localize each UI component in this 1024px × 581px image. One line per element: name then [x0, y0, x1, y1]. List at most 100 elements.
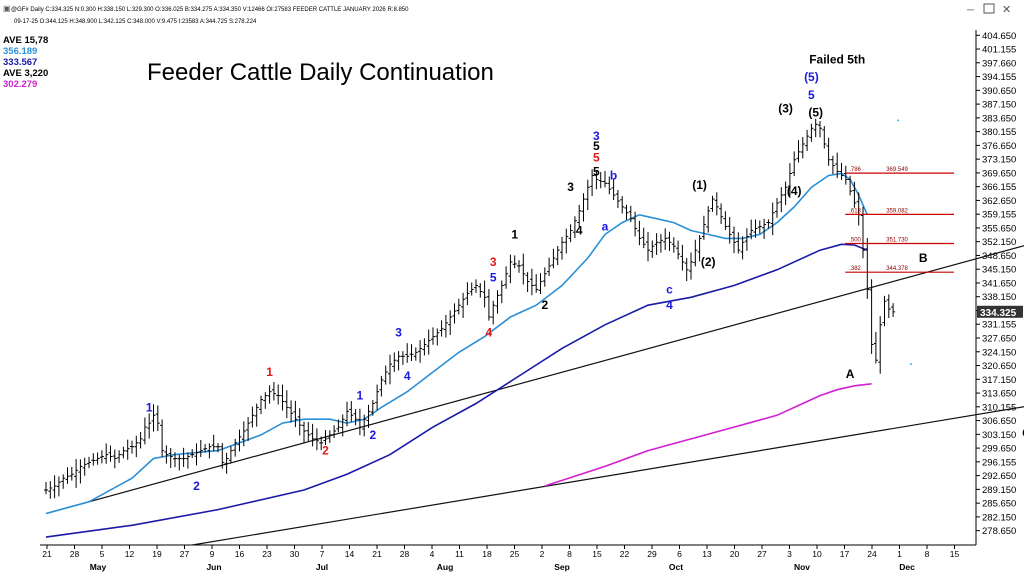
price-bar — [826, 137, 831, 166]
x-tick-label: 8 — [925, 549, 930, 559]
legend-item: 302.279 — [3, 79, 37, 90]
y-tick-label: 366.155 — [982, 182, 1016, 193]
wave-label: C — [1022, 426, 1024, 440]
moving-average-line — [45, 243, 868, 538]
wave-label: 5 — [593, 139, 600, 153]
x-tick-label: 22 — [620, 549, 630, 559]
price-bar — [469, 282, 474, 296]
price-bar — [495, 290, 500, 314]
y-tick-label: 397.660 — [982, 58, 1016, 69]
marker-dot — [910, 363, 912, 366]
price-bar — [220, 443, 225, 469]
price-bar — [882, 295, 887, 327]
x-tick-label: 28 — [400, 549, 410, 559]
maximize-icon[interactable] — [983, 3, 995, 14]
y-tick-label: 362.650 — [982, 196, 1016, 207]
month-label: Jun — [206, 562, 221, 572]
window-menu-icon[interactable]: ▣ — [3, 4, 11, 13]
price-bar — [224, 452, 229, 474]
price-bar — [121, 446, 126, 459]
chart-title: Feeder Cattle Daily Continuation — [147, 59, 494, 86]
wave-label: 4 — [666, 298, 673, 312]
price-bar — [138, 431, 143, 449]
wave-label: c — [666, 282, 673, 296]
price-bar — [250, 406, 255, 428]
price-bar — [701, 215, 706, 240]
price-bar — [448, 310, 453, 335]
price-bar — [314, 428, 319, 451]
price-bar — [581, 193, 586, 222]
x-tick-label: 5 — [100, 549, 105, 559]
chart-frame — [40, 30, 977, 546]
trendline — [45, 245, 1024, 515]
x-tick-label: 20 — [730, 549, 740, 559]
x-tick-label: 25 — [510, 549, 520, 559]
price-bar — [78, 459, 83, 484]
x-tick-label: 21 — [372, 549, 382, 559]
price-bar — [766, 219, 771, 229]
price-bar — [465, 282, 470, 306]
fib-price-label: 359.082 — [886, 208, 908, 214]
price-bar — [641, 227, 646, 249]
close-icon[interactable]: ✕ — [1002, 4, 1011, 16]
price-bar — [547, 257, 552, 277]
price-bar — [323, 430, 328, 445]
y-tick-label: 306.650 — [982, 416, 1016, 427]
price-bar — [800, 137, 805, 159]
price-bar — [568, 224, 573, 243]
price-bar — [409, 344, 414, 362]
wave-label: 2 — [193, 479, 200, 493]
wave-label: 1 — [357, 389, 364, 403]
price-bar — [474, 279, 478, 293]
price-bar — [770, 202, 775, 236]
wave-label: 4 — [576, 223, 583, 237]
legend-item: AVE 15,78 — [3, 35, 48, 46]
price-bar — [443, 314, 448, 338]
price-bar — [684, 257, 689, 282]
y-tick-label: 282.150 — [982, 512, 1016, 523]
price-bar — [383, 365, 388, 385]
price-bar — [74, 459, 79, 488]
wave-label: 5 — [593, 164, 600, 178]
price-bar — [207, 443, 212, 459]
price-bar — [792, 151, 797, 177]
price-bar — [710, 195, 715, 212]
price-bar — [370, 400, 375, 416]
price-bar — [263, 392, 268, 409]
price-bar — [284, 390, 289, 419]
wave-label: 3 — [490, 255, 497, 269]
price-bar — [517, 260, 521, 273]
wave-label: 4 — [486, 326, 493, 340]
wave-label: a — [602, 219, 609, 233]
price-bar — [164, 445, 169, 464]
price-bar — [452, 303, 457, 324]
price-bar — [697, 235, 702, 262]
price-bar — [349, 401, 354, 422]
x-tick-label: 8 — [567, 549, 572, 559]
wave-label: 4 — [404, 369, 411, 383]
price-bar — [267, 385, 272, 404]
price-bar — [891, 303, 896, 317]
x-tick-label: 2 — [540, 549, 545, 559]
minimize-icon[interactable]: ─ — [966, 5, 975, 16]
x-tick-label: 14 — [345, 549, 355, 559]
price-bar — [667, 231, 672, 251]
price-bar — [740, 236, 745, 260]
month-label: Jul — [316, 562, 328, 572]
last-price-label: 334.325 — [980, 308, 1017, 319]
wave-label: Failed 5th — [809, 52, 865, 66]
y-tick-label: 390.650 — [982, 86, 1016, 97]
price-bar — [787, 163, 792, 196]
price-bar — [87, 456, 91, 469]
price-bar — [405, 343, 410, 363]
price-bar — [736, 232, 741, 254]
price-bar — [228, 446, 233, 464]
wave-label: (5) — [804, 70, 819, 84]
x-tick-label: 18 — [482, 549, 492, 559]
price-bar — [654, 233, 659, 255]
x-tick-label: 23 — [262, 549, 272, 559]
price-bar — [319, 436, 324, 451]
wave-label: (3) — [778, 102, 793, 116]
y-tick-label: 341.650 — [982, 278, 1016, 289]
